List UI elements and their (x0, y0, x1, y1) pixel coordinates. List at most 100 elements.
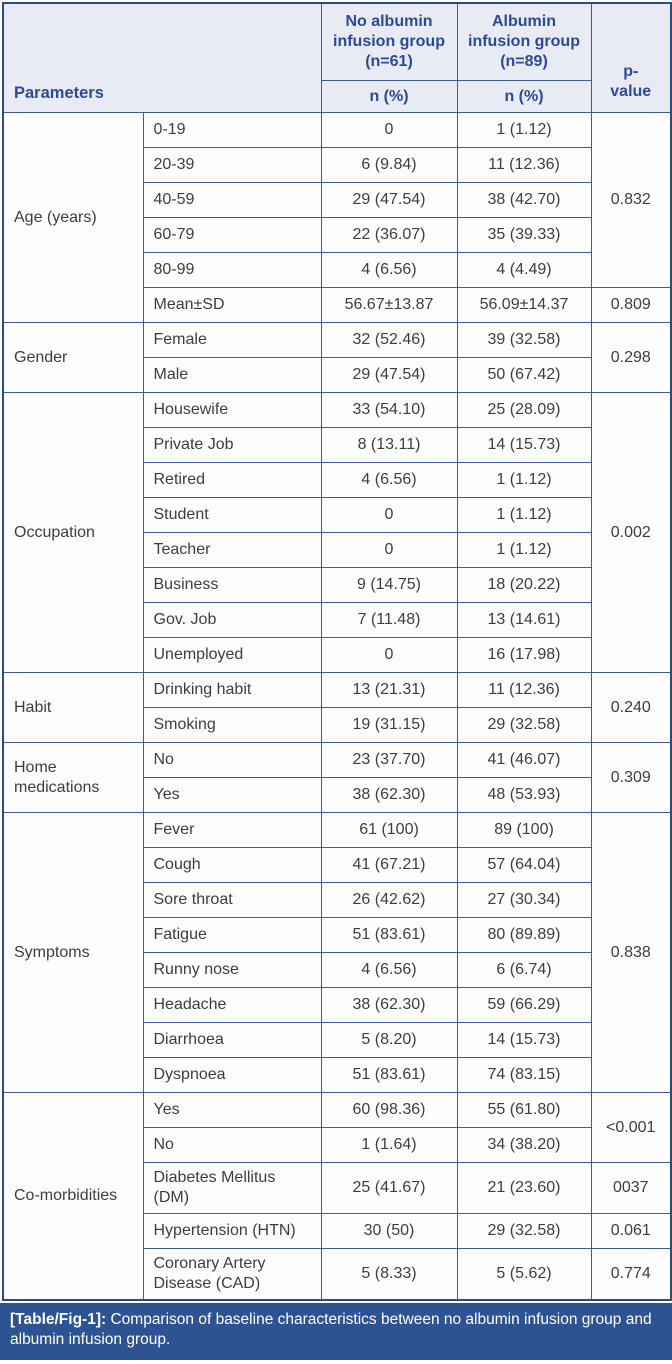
value-cell-albumin: 13 (14.61) (456, 602, 592, 638)
value-cell-albumin: 1 (1.12) (456, 462, 592, 498)
value-cell-no-albumin: 9 (14.75) (320, 567, 458, 603)
value-cell-no-albumin: 56.67±13.87 (320, 287, 458, 323)
parameter-cell: Diabetes Mellitus (DM) (142, 1162, 322, 1214)
value-cell-albumin: 48 (53.93) (456, 777, 592, 813)
table-row: Gov. Job 7 (11.48) 13 (14.61) (3, 602, 671, 638)
table-row: No 1 (1.64) 34 (38.20) (3, 1127, 671, 1163)
p-value-cell: 0.240 (590, 672, 672, 743)
value-cell-albumin: 14 (15.73) (456, 1022, 592, 1058)
value-cell-no-albumin: 29 (47.54) (320, 182, 458, 218)
value-cell-no-albumin: 6 (9.84) (320, 147, 458, 183)
table-row: Symptoms Fever 61 (100) 89 (100) 0.838 (2, 812, 672, 1093)
value-cell-no-albumin: 41 (67.21) (320, 847, 458, 883)
value-cell-albumin: 16 (17.98) (456, 637, 592, 673)
p-value-label-line2: value (610, 83, 652, 100)
table-row: Habit Drinking habit 13 (21.31) 11 (12.3… (2, 672, 672, 743)
parameter-cell: No (142, 1127, 322, 1163)
header-parameters: Parameters (2, 2, 322, 113)
caption-text: Comparison of baseline characteristics b… (10, 1311, 652, 1349)
parameter-cell: Unemployed (142, 637, 322, 673)
value-cell-no-albumin: 61 (100) (320, 812, 458, 848)
parameter-cell: Hypertension (HTN) (142, 1213, 322, 1249)
value-cell-no-albumin: 30 (50) (320, 1213, 458, 1249)
table-row: Diarrhoea 5 (8.20) 14 (15.73) (3, 1022, 671, 1058)
value-cell-albumin: 14 (15.73) (456, 427, 592, 463)
value-cell-no-albumin: 19 (31.15) (320, 707, 458, 743)
header-group-albumin: Albumin infusion group (n=89) (456, 2, 592, 81)
parameter-cell: Yes (142, 1092, 322, 1128)
value-cell-albumin: 1 (1.12) (456, 112, 592, 148)
group-label-cell: Occupation (2, 392, 144, 673)
value-cell-no-albumin: 60 (98.36) (320, 1092, 458, 1128)
parameter-cell: Diarrhoea (142, 1022, 322, 1058)
caption-tag: [Table/Fig-1]: (10, 1311, 107, 1328)
value-cell-albumin: 11 (12.36) (456, 147, 592, 183)
p-value-cell: 0.309 (590, 742, 672, 813)
value-cell-albumin: 50 (67.42) (456, 357, 592, 393)
value-cell-albumin: 29 (32.58) (456, 707, 592, 743)
parameter-cell: Female (142, 322, 322, 358)
table-row: Dyspnoea 51 (83.61) 74 (83.15) (3, 1057, 671, 1093)
table-row: Sore throat 26 (42.62) 27 (30.34) (3, 882, 671, 918)
value-cell-albumin: 38 (42.70) (456, 182, 592, 218)
value-cell-no-albumin: 0 (320, 532, 458, 568)
parameter-cell: Housewife (142, 392, 322, 428)
parameter-cell: Drinking habit (142, 672, 322, 708)
parameter-cell: 0-19 (142, 112, 322, 148)
value-cell-albumin: 35 (39.33) (456, 217, 592, 253)
parameter-cell: Male (142, 357, 322, 393)
parameter-cell: Fatigue (142, 917, 322, 953)
table-row: Age (years) 0-19 0 1 (1.12) 0.832 (2, 112, 672, 323)
header-row-1: Parameters No albumin infusion group (n=… (2, 2, 672, 113)
value-cell-albumin: 27 (30.34) (456, 882, 592, 918)
value-cell-albumin: 34 (38.20) (456, 1127, 592, 1163)
value-cell-no-albumin: 0 (320, 637, 458, 673)
table-row: 40-59 29 (47.54) 38 (42.70) (3, 182, 671, 218)
value-cell-no-albumin: 51 (83.61) (320, 917, 458, 953)
value-cell-no-albumin: 4 (6.56) (320, 252, 458, 288)
value-cell-no-albumin: 0 (320, 497, 458, 533)
group-label-cell: Gender (2, 322, 144, 393)
value-cell-no-albumin: 38 (62.30) (320, 777, 458, 813)
value-cell-no-albumin: 38 (62.30) (320, 987, 458, 1023)
parameter-cell: No (142, 742, 322, 778)
p-value-cell: 0.838 (590, 812, 672, 1093)
group-label-cell: Habit (2, 672, 144, 743)
value-cell-albumin: 89 (100) (456, 812, 592, 848)
parameter-cell: Dyspnoea (142, 1057, 322, 1093)
table-row: Teacher 0 1 (1.12) (3, 532, 671, 568)
parameter-cell: Sore throat (142, 882, 322, 918)
value-cell-no-albumin: 5 (8.20) (320, 1022, 458, 1058)
value-cell-albumin: 39 (32.58) (456, 322, 592, 358)
value-cell-albumin: 59 (66.29) (456, 987, 592, 1023)
parameter-cell: 40-59 (142, 182, 322, 218)
table-wrapper: Parameters No albumin infusion group (n=… (2, 2, 672, 1301)
parameter-cell: Runny nose (142, 952, 322, 988)
parameter-cell: Yes (142, 777, 322, 813)
table-row: Headache 38 (62.30) 59 (66.29) (3, 987, 671, 1023)
table-row: Home medications No 23 (37.70) 41 (46.07… (2, 742, 672, 813)
value-cell-no-albumin: 25 (41.67) (320, 1162, 458, 1214)
table-row: Business 9 (14.75) 18 (20.22) (3, 567, 671, 603)
p-value-cell: <0.001 (590, 1092, 672, 1163)
value-cell-albumin: 29 (32.58) (456, 1213, 592, 1249)
table-row: Gender Female 32 (52.46) 39 (32.58) 0.29… (2, 322, 672, 393)
table-row: Private Job 8 (13.11) 14 (15.73) (3, 427, 671, 463)
header-p-value: p-value (590, 2, 672, 113)
value-cell-no-albumin: 7 (11.48) (320, 602, 458, 638)
table-row: 60-79 22 (36.07) 35 (39.33) (3, 217, 671, 253)
table-row: Unemployed 0 16 (17.98) (3, 637, 671, 673)
value-cell-no-albumin: 32 (52.46) (320, 322, 458, 358)
value-cell-albumin: 1 (1.12) (456, 532, 592, 568)
value-cell-no-albumin: 23 (37.70) (320, 742, 458, 778)
parameter-cell: Student (142, 497, 322, 533)
table-row: Student 0 1 (1.12) (3, 497, 671, 533)
value-cell-albumin: 41 (46.07) (456, 742, 592, 778)
value-cell-no-albumin: 13 (21.31) (320, 672, 458, 708)
group-label-cell: Home medications (2, 742, 144, 813)
parameter-cell: Fever (142, 812, 322, 848)
value-cell-albumin: 18 (20.22) (456, 567, 592, 603)
value-cell-albumin: 21 (23.60) (456, 1162, 592, 1214)
parameter-cell: Coronary Artery Disease (CAD) (142, 1248, 322, 1301)
value-cell-no-albumin: 1 (1.64) (320, 1127, 458, 1163)
